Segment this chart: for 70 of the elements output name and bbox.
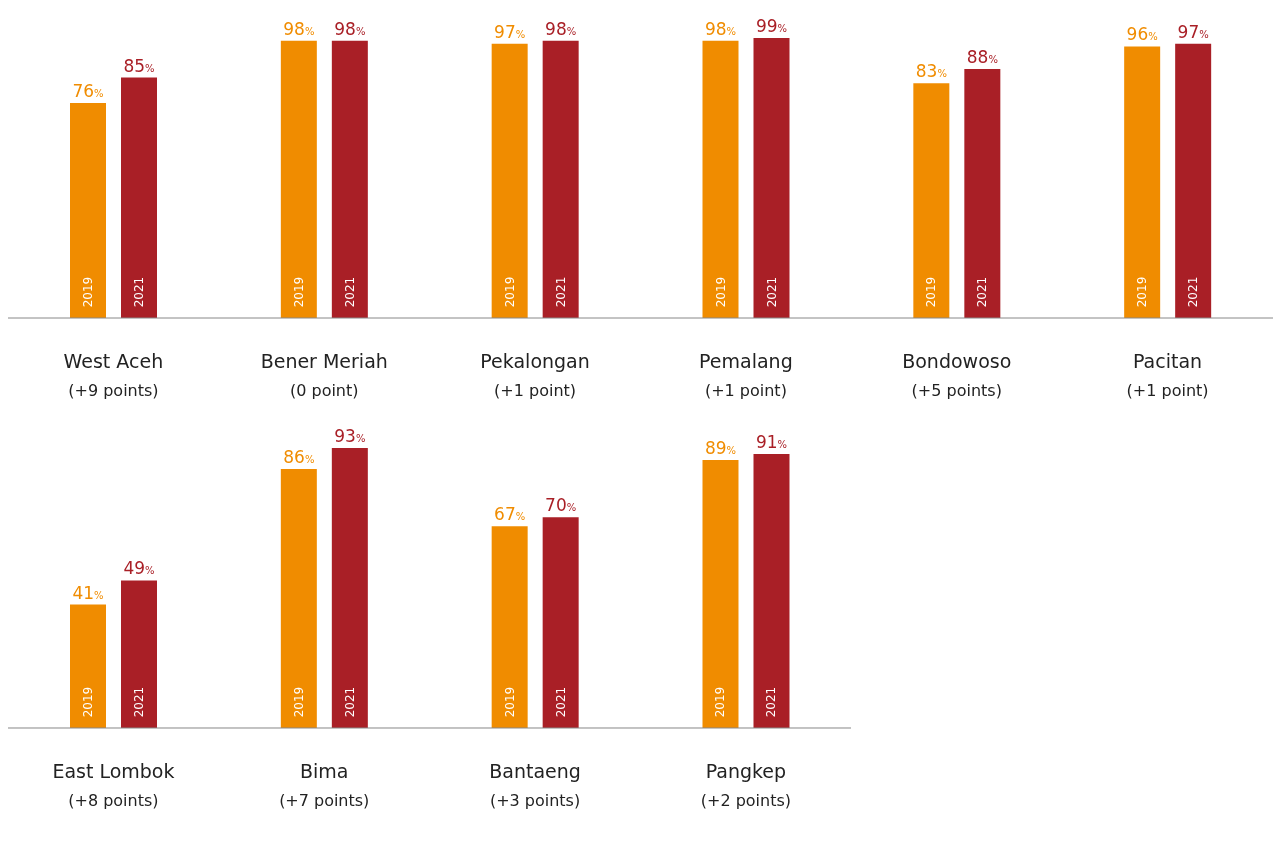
bar xyxy=(1124,46,1161,318)
bar xyxy=(542,517,579,728)
data-label: 70% xyxy=(545,495,577,516)
text: 2019 xyxy=(1135,276,1150,308)
data-label: 49% xyxy=(123,558,155,579)
data-label: 96% xyxy=(1126,24,1158,45)
bar xyxy=(121,580,157,728)
bar xyxy=(70,604,106,728)
bar xyxy=(121,77,157,318)
bar xyxy=(964,69,1001,318)
series-label: 2021 xyxy=(132,686,146,718)
text: 2021 xyxy=(1186,276,1201,308)
series-label: 2021 xyxy=(132,276,146,308)
data-label: 76% xyxy=(72,81,104,102)
series-label: 2019 xyxy=(81,686,95,718)
x-tick-label: Pacitan (+1 point) xyxy=(1126,350,1209,400)
bar xyxy=(331,448,368,728)
x-tick-label: West Aceh (+9 points) xyxy=(63,350,164,400)
text: 2021 xyxy=(342,686,357,718)
data-label: 98% xyxy=(334,18,366,39)
bar xyxy=(753,454,790,728)
x-tick-label: Bener Meriah (0 point) xyxy=(260,350,388,400)
bar xyxy=(1175,43,1212,318)
x-tick-label: East Lombok (+8 points) xyxy=(52,760,175,810)
x-tick-label: Bantaeng (+3 points) xyxy=(489,760,581,810)
data-label: 67% xyxy=(494,504,526,525)
text: 2021 xyxy=(975,276,990,308)
data-label: 97% xyxy=(494,21,526,42)
x-tick-label: Pekalongan (+1 point) xyxy=(480,350,590,400)
bar xyxy=(280,469,317,728)
data-label: 99% xyxy=(755,16,788,36)
text: 2021 xyxy=(764,276,779,308)
text: 2021 xyxy=(342,276,357,308)
text: 2021 xyxy=(553,276,568,308)
x-tick-label: Pemalang (+1 point) xyxy=(699,350,793,400)
bar xyxy=(491,526,528,728)
data-label: 98% xyxy=(283,18,315,39)
data-label: 91% xyxy=(755,432,788,453)
bar xyxy=(491,43,528,318)
data-label: 89% xyxy=(704,438,737,459)
series-label: 2019 xyxy=(81,276,95,308)
x-tick-label: Bima (+7 points) xyxy=(279,760,370,810)
text: 2019 xyxy=(502,686,517,718)
text: 2019 xyxy=(924,276,939,308)
data-label: 98% xyxy=(545,18,577,39)
data-label: 93% xyxy=(334,426,366,446)
data-label: 86% xyxy=(283,447,315,468)
bar xyxy=(702,40,739,318)
bar xyxy=(331,40,368,318)
x-tick-label: Bondowoso (+5 points) xyxy=(902,350,1012,400)
text: 2021 xyxy=(553,686,568,718)
x-tick-label: Pangkep (+2 points) xyxy=(700,760,792,810)
data-label: 83% xyxy=(915,61,947,82)
data-label: 88% xyxy=(966,47,998,68)
text: 2019 xyxy=(291,276,306,308)
text: 2021 xyxy=(764,686,779,718)
bar xyxy=(280,40,317,318)
bar xyxy=(702,460,739,728)
bar xyxy=(70,103,106,318)
bar xyxy=(913,83,950,318)
text: 2019 xyxy=(502,276,517,308)
data-label: 97% xyxy=(1177,21,1209,42)
text: 2019 xyxy=(713,686,728,718)
text: 2019 xyxy=(291,686,306,718)
data-label: 98% xyxy=(704,18,737,39)
data-label: 41% xyxy=(72,582,104,603)
data-label: 85% xyxy=(123,55,155,76)
bar xyxy=(542,40,579,318)
bar xyxy=(753,38,790,318)
text: 2019 xyxy=(713,276,728,308)
